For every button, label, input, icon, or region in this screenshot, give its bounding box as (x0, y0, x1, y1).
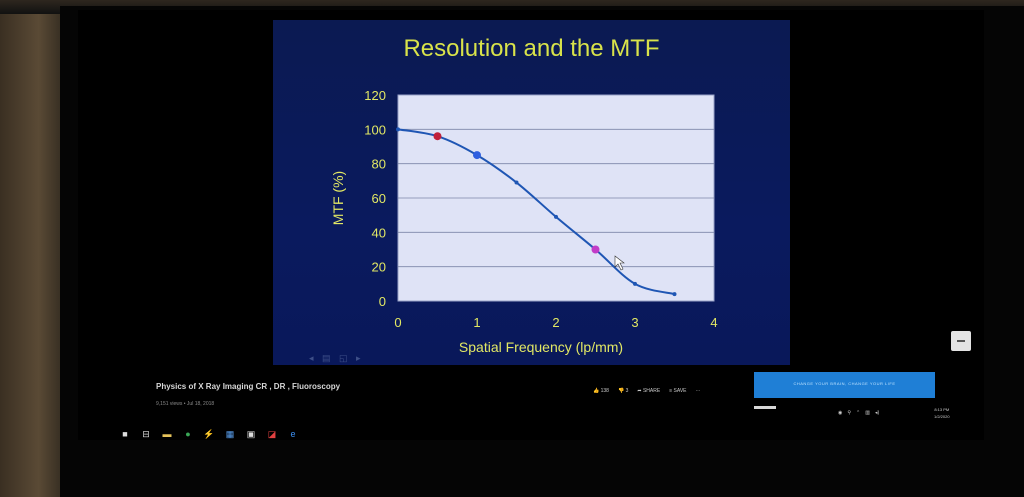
y-tick-label: 40 (372, 225, 386, 240)
playlist-add-icon: ≡ (669, 388, 673, 394)
save-button[interactable]: ≡ SAVE (669, 388, 686, 394)
like-count: 138 (600, 388, 609, 394)
banner-progress (754, 406, 776, 409)
network-icon[interactable]: ▥ (865, 410, 870, 416)
slide-tools-icons: ◂ ▤ ◱ ▸ (309, 353, 364, 363)
x-tick-label: 4 (710, 315, 717, 330)
x-tick-label: 0 (394, 315, 401, 330)
data-point (514, 180, 519, 185)
file-explorer-icon[interactable]: ▬ (162, 429, 172, 439)
system-clock[interactable]: 8:13 PM 1/2/2020 (934, 406, 950, 420)
y-tick-label: 0 (379, 294, 386, 309)
mouse-cursor-icon (614, 255, 625, 271)
x-tick-label: 1 (473, 315, 480, 330)
volume-icon[interactable]: ◂) (874, 410, 880, 416)
highlight-point (591, 245, 600, 254)
banner-text: CHANGE YOUR BRAIN, CHANGE YOUR LIFE (793, 381, 896, 386)
y-tick-label: 80 (372, 157, 386, 172)
chart-svg: 0 20 40 60 80 100 120 0 1 2 3 4 Spatial Frequency (l… (330, 88, 718, 355)
system-tray: ◉ ⚲ ⌃ ▥ ◂) (838, 410, 879, 416)
highlight-point (433, 132, 442, 141)
chrome-icon[interactable]: ● (185, 429, 191, 439)
lightning-app-icon[interactable]: ⚡ (203, 429, 215, 439)
background-wall (0, 0, 70, 497)
dislike-button[interactable]: 👎 3 (618, 388, 628, 394)
video-actions: 👍 138 👎 3 ➦ SHARE ≡ SAVE ··· (593, 388, 700, 394)
y-tick-label: 20 (372, 260, 386, 275)
x-tick-label: 3 (631, 315, 638, 330)
x-tick-label: 2 (552, 315, 559, 330)
thumbs-down-icon: 👎 (617, 388, 625, 394)
y-tick-label: 100 (364, 122, 386, 137)
share-button[interactable]: ➦ SHARE (637, 388, 660, 394)
data-point (554, 214, 558, 219)
dislike-count: 3 (625, 388, 629, 394)
y-tick-label: 120 (364, 88, 386, 103)
mail-icon[interactable]: ▦ (225, 429, 235, 439)
ad-banner[interactable]: CHANGE YOUR BRAIN, CHANGE YOUR LIFE (754, 372, 935, 398)
highlight-point (473, 151, 481, 160)
taskbar: ■ ⊟ ▬ ● ⚡ ▦ ▣ ◪ e (118, 428, 300, 440)
app-tray-icon[interactable]: ◉ (838, 410, 843, 416)
y-axis-label: MTF (%) (330, 171, 346, 225)
windows-start-icon[interactable]: ■ (122, 429, 128, 439)
video-meta: 9,151 views • Jul 18, 2018 (156, 401, 215, 407)
user-icon[interactable]: ⚲ (847, 410, 852, 416)
like-button[interactable]: 👍 138 (593, 388, 609, 394)
share-label: SHARE (642, 388, 661, 394)
clock-time: 8:13 PM (934, 407, 950, 412)
edge-icon[interactable]: e (290, 429, 296, 439)
save-label: SAVE (673, 388, 687, 394)
task-view-icon[interactable]: ⊟ (142, 429, 150, 439)
video-title: Physics of X Ray Imaging CR , DR , Fluor… (156, 382, 341, 391)
slide-title: Resolution and the MTF (403, 35, 660, 62)
data-point (672, 292, 677, 297)
data-point (396, 127, 400, 132)
clock-date: 1/2/2020 (934, 414, 950, 419)
x-axis-label: Spatial Frequency (lp/mm) (459, 339, 623, 355)
data-point (633, 281, 637, 286)
share-icon: ➦ (637, 388, 642, 394)
side-panel-button[interactable] (951, 331, 971, 351)
more-button[interactable]: ··· (695, 388, 701, 394)
video-player-slide[interactable]: Resolution and the MTF 0 20 40 60 80 100 120 0 1… (273, 20, 790, 365)
chevron-up-icon[interactable]: ⌃ (856, 410, 861, 416)
y-tick-label: 60 (372, 191, 386, 206)
pdf-icon[interactable]: ◪ (267, 429, 277, 439)
photos-icon[interactable]: ▣ (246, 429, 256, 439)
thumbs-up-icon: 👍 (593, 388, 600, 394)
mtf-chart: 0 20 40 60 80 100 120 0 1 2 3 4 Spatial Frequency (l… (273, 20, 790, 365)
